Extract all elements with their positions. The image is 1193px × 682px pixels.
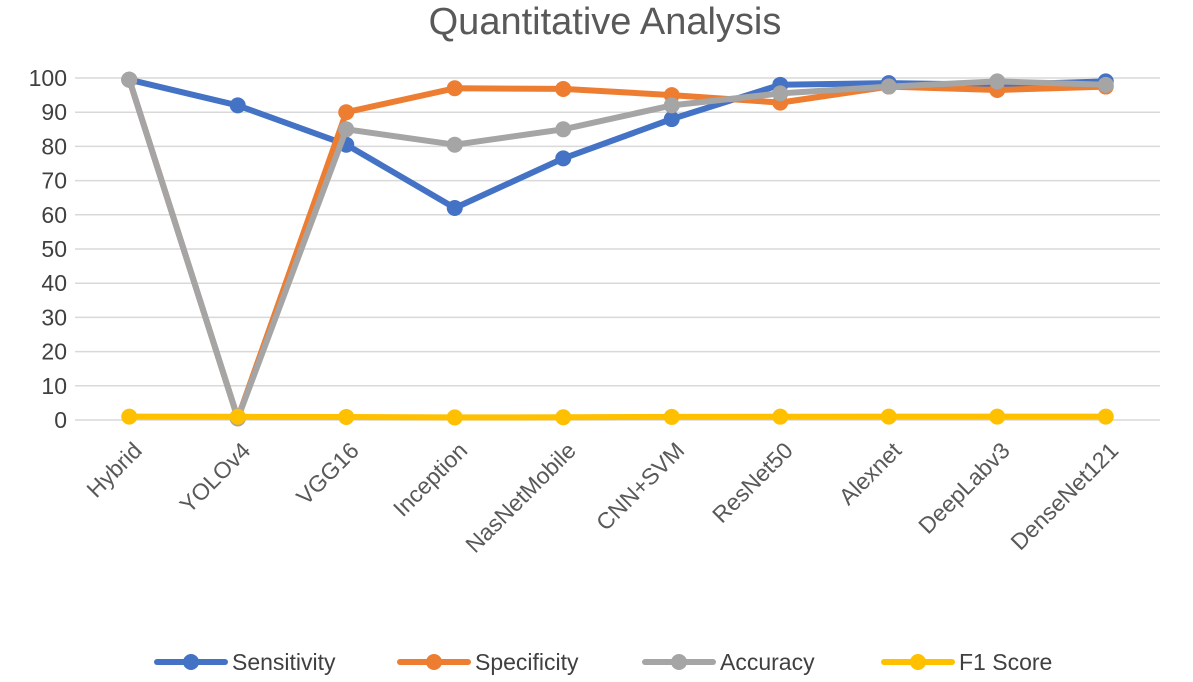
legend-swatch-marker	[671, 654, 687, 670]
data-point	[663, 97, 680, 114]
legend-label: Specificity	[475, 649, 579, 675]
data-point	[229, 97, 246, 114]
data-point	[446, 199, 463, 216]
data-point	[663, 111, 680, 128]
legend-label: Sensitivity	[232, 649, 336, 675]
gridlines	[75, 77, 1160, 421]
y-tick-label: 50	[41, 236, 67, 262]
y-tick-label: 90	[41, 99, 67, 125]
data-point	[772, 85, 789, 102]
y-tick-label: 60	[41, 202, 67, 228]
y-tick-label: 40	[41, 270, 67, 296]
data-point	[555, 121, 572, 138]
data-point	[880, 78, 897, 95]
data-point	[121, 408, 138, 425]
data-point	[229, 408, 246, 425]
legend-swatch-marker	[183, 654, 199, 670]
y-tick-label: 10	[41, 373, 67, 399]
data-point	[663, 408, 680, 425]
legend-label: F1 Score	[959, 649, 1052, 675]
data-point	[555, 409, 572, 426]
x-category-label: DeepLabv3	[913, 437, 1015, 539]
legend-swatch-marker	[910, 654, 926, 670]
x-category-label: Alexnet	[834, 437, 907, 510]
x-category-label: ResNet50	[707, 437, 798, 528]
x-category-label: NasNetMobile	[460, 437, 581, 558]
data-point	[989, 73, 1006, 90]
x-category-label: Inception	[388, 437, 472, 521]
data-point	[338, 121, 355, 138]
x-category-label: Hybrid	[81, 437, 146, 502]
legend-item-specificity: Specificity	[397, 649, 579, 675]
data-point	[1097, 76, 1114, 93]
data-point	[772, 408, 789, 425]
data-point	[338, 408, 355, 425]
data-point	[338, 104, 355, 121]
x-category-label: VGG16	[291, 437, 364, 510]
data-point	[555, 80, 572, 97]
legend-swatch-marker	[426, 654, 442, 670]
series-line	[126, 76, 1109, 422]
x-category-label: YOLOv4	[175, 437, 256, 518]
y-tick-label: 70	[41, 168, 67, 194]
data-point	[880, 408, 897, 425]
legend-item-sensitivity: Sensitivity	[154, 649, 336, 675]
x-category-label: DenseNet121	[1005, 437, 1123, 555]
y-tick-label: 100	[29, 65, 67, 91]
data-point	[1097, 408, 1114, 425]
data-point	[989, 408, 1006, 425]
data-point	[446, 409, 463, 426]
y-tick-label: 80	[41, 133, 67, 159]
data-point	[446, 136, 463, 153]
y-tick-label: 0	[54, 407, 67, 433]
series-f1-score	[121, 408, 1114, 426]
series-line	[126, 76, 1109, 422]
y-tick-label: 20	[41, 339, 67, 365]
x-category-label: CNN+SVM	[591, 437, 689, 535]
series-line	[126, 413, 1109, 421]
data-point	[121, 71, 138, 88]
series-lines	[121, 71, 1114, 427]
series-line	[126, 76, 1109, 211]
legend-item-accuracy: Accuracy	[642, 649, 815, 675]
chart-title: Quantitative Analysis	[429, 1, 782, 43]
legend-label: Accuracy	[720, 649, 815, 675]
legend-item-f1-score: F1 Score	[881, 649, 1052, 675]
legend: Sensitivity Specificity Accuracy F1 Score	[154, 649, 1052, 675]
data-point	[446, 80, 463, 97]
y-tick-label: 30	[41, 304, 67, 330]
data-point	[555, 150, 572, 167]
y-axis-tick-labels: 0 10 20 30 40 50 60 70 80 90 100	[29, 65, 67, 433]
